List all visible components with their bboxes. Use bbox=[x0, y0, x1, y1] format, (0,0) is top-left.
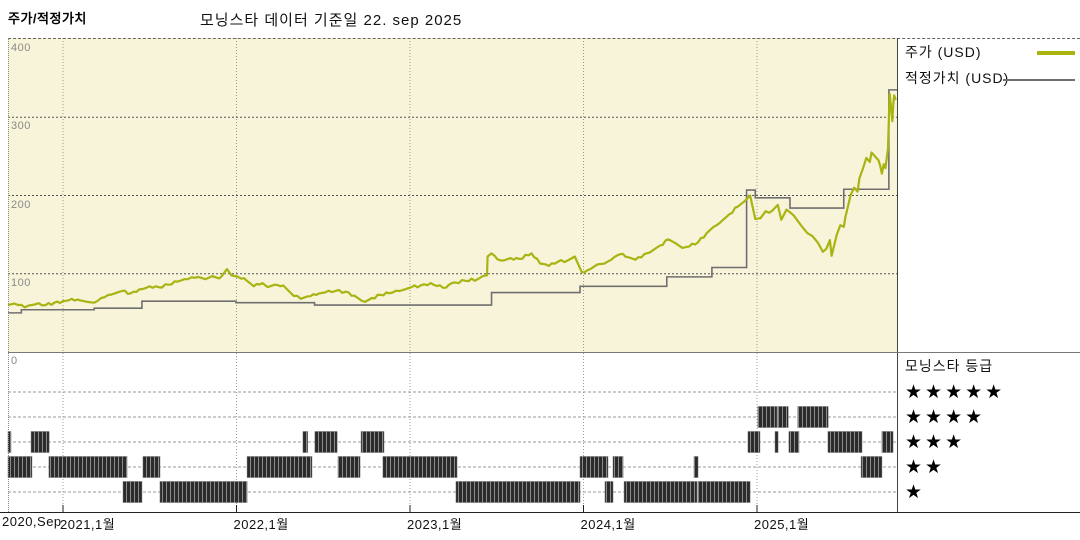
rating-bar-1star bbox=[159, 481, 248, 503]
rating-bar-2star bbox=[246, 456, 313, 478]
rating-bar-1star bbox=[697, 481, 751, 503]
rating-bar-2star bbox=[579, 456, 609, 478]
legend-item-price: 주가 (USD) bbox=[905, 42, 1077, 68]
x-axis-label: 2025,1월 bbox=[754, 517, 810, 532]
rating-bar-2star bbox=[142, 456, 161, 478]
panel-separator bbox=[8, 352, 1080, 353]
rating-bar-3star bbox=[30, 431, 50, 453]
rating-legend: 모닝스타 등급 ★★★★★ ★★★★ ★★★ ★★ ★ bbox=[905, 356, 1077, 505]
rating-bar-3star bbox=[360, 431, 385, 453]
series-legend: 주가 (USD) 적정가치 (USD) bbox=[905, 42, 1077, 94]
rating-row-5-stars: ★★★★★ bbox=[905, 382, 1006, 403]
rating-bar-3star bbox=[827, 431, 863, 453]
rating-bar-3star bbox=[788, 431, 800, 453]
rating-bar-4star bbox=[757, 406, 778, 428]
rating-bar-2star bbox=[48, 456, 128, 478]
rating-bar-2star bbox=[860, 456, 883, 478]
legend-fair-value-label: 적정가치 (USD) bbox=[905, 70, 1010, 86]
rating-legend-title: 모닝스타 등급 bbox=[905, 358, 994, 374]
rating-bar-1star bbox=[604, 481, 614, 503]
rating-bar-2star bbox=[337, 456, 361, 478]
rating-row-4-stars: ★★★★ bbox=[905, 407, 986, 428]
plot-left-border bbox=[8, 38, 10, 512]
rating-bar-2star bbox=[7, 456, 33, 478]
rating-bar-2star bbox=[612, 456, 624, 478]
rating-bar-3star bbox=[314, 431, 338, 453]
legend-item-fair-value: 적정가치 (USD) bbox=[905, 68, 1077, 94]
rating-row-2-stars: ★★ bbox=[905, 457, 946, 478]
rating-row-1-star: ★ bbox=[905, 482, 926, 503]
rating-bar-4star bbox=[797, 406, 829, 428]
y-axis-label: 400 bbox=[11, 42, 31, 54]
rating-bar-3star bbox=[774, 431, 779, 453]
legend-price-label: 주가 (USD) bbox=[905, 44, 982, 60]
rating-bar-3star bbox=[302, 431, 308, 453]
price-line bbox=[7, 92, 897, 309]
y-axis-label: 200 bbox=[11, 198, 31, 211]
rating-bar-2star bbox=[693, 456, 699, 478]
rating-bar-1star bbox=[623, 481, 698, 503]
rating-bar-1star bbox=[122, 481, 143, 503]
rating-bar-4star bbox=[777, 406, 789, 428]
data-as-of-label: 모닝스타 데이터 기준일 22. sep 2025 bbox=[200, 12, 463, 29]
y-axis-label: 0 bbox=[11, 355, 18, 367]
x-axis-label: 2021,1월 bbox=[60, 517, 116, 532]
rating-bar-3star bbox=[747, 431, 761, 453]
rating-bar-3star bbox=[881, 431, 894, 453]
rating-row-3-stars: ★★★ bbox=[905, 432, 966, 453]
price-line-swatch bbox=[1037, 51, 1075, 55]
fair-value-line-swatch bbox=[1003, 79, 1075, 81]
x-axis-label: 2020,Sep bbox=[2, 514, 62, 529]
x-axis-label: 2023,1월 bbox=[407, 517, 463, 532]
plot-top-border bbox=[8, 38, 1080, 39]
x-axis-baseline bbox=[0, 512, 1080, 513]
legend-panel-divider bbox=[897, 38, 898, 512]
y-axis-label: 100 bbox=[11, 276, 31, 289]
rating-bar-1star bbox=[455, 481, 581, 503]
x-axis-label: 2022,1월 bbox=[233, 517, 289, 532]
fair-value-line bbox=[8, 89, 897, 314]
rating-bar-2star bbox=[382, 456, 458, 478]
y-axis-label: 300 bbox=[11, 120, 31, 133]
x-axis-label: 2024,1월 bbox=[580, 517, 636, 532]
page-title: 주가/적정가치 bbox=[8, 11, 87, 26]
